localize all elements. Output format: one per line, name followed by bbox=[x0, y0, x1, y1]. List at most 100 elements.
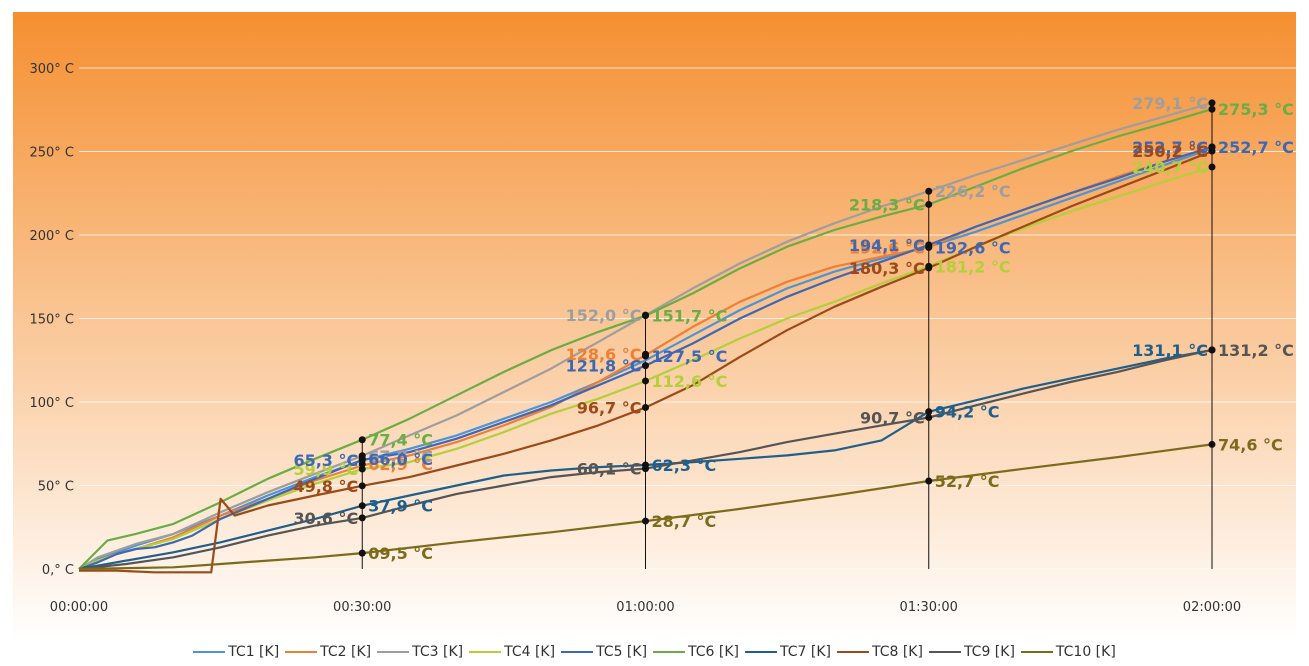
marker-point bbox=[925, 408, 933, 416]
legend-label: TC8 [K] bbox=[871, 644, 923, 660]
legend-item: TC8 [K] bbox=[836, 644, 923, 660]
x-tick-label: 01:30:00 bbox=[900, 600, 958, 615]
data-label: 77,4 °C bbox=[368, 431, 433, 450]
data-label: 127,5 °C bbox=[652, 347, 728, 366]
data-label: 151,7 °C bbox=[652, 307, 728, 326]
marker-point bbox=[1208, 163, 1216, 171]
data-label: 37,9 °C bbox=[368, 497, 433, 516]
marker-point bbox=[642, 312, 649, 320]
series-line bbox=[79, 150, 1213, 574]
data-label: 121,8 °C bbox=[566, 357, 642, 376]
legend-label: TC2 [K] bbox=[320, 644, 372, 660]
marker-point bbox=[1208, 99, 1216, 107]
marker-point bbox=[642, 377, 649, 385]
legend-swatch bbox=[1020, 651, 1053, 653]
data-label: 152,0 °C bbox=[566, 306, 642, 325]
data-label: 279,1 °C bbox=[1132, 94, 1208, 113]
y-tick-label: 0,° C bbox=[42, 563, 74, 578]
marker-point bbox=[925, 264, 933, 272]
data-label: 60,1 °C bbox=[577, 460, 642, 479]
marker-point bbox=[358, 514, 366, 522]
legend-item: TC10 [K] bbox=[1020, 644, 1116, 660]
y-tick-label: 150° C bbox=[29, 313, 74, 328]
legend-swatch bbox=[836, 651, 869, 653]
legend-swatch bbox=[469, 651, 502, 653]
series-line bbox=[78, 145, 1213, 571]
marker-point bbox=[358, 455, 366, 463]
marker-point bbox=[925, 477, 933, 485]
marker-point bbox=[1208, 105, 1216, 113]
legend-item: TC2 [K] bbox=[285, 644, 371, 660]
axis-labels: 0,° C 50° C 100° C 150° C 200° C 250° C 300° C… bbox=[29, 62, 1241, 615]
data-label: 62,9 °C bbox=[368, 455, 433, 474]
data-label: 94,2 °C bbox=[935, 403, 1000, 422]
legend-item: TC5 [K] bbox=[561, 644, 647, 660]
legend-label: TC7 [K] bbox=[780, 644, 831, 660]
marker-point bbox=[925, 243, 933, 251]
data-label: 252,7 °C bbox=[1218, 138, 1294, 157]
marker-point bbox=[358, 549, 366, 557]
data-label: 90,7 °C bbox=[860, 409, 925, 428]
legend-label: TC4 [K] bbox=[504, 644, 556, 660]
marker-points bbox=[358, 99, 1216, 557]
legend-label: TC5 [K] bbox=[596, 644, 648, 660]
legend-item: TC6 [K] bbox=[653, 644, 739, 660]
data-label: 74,6 °C bbox=[1218, 435, 1283, 454]
data-label: 09,5 °C bbox=[368, 544, 433, 563]
legend-label: TC10 [K] bbox=[1055, 644, 1116, 660]
marker-point bbox=[358, 502, 366, 510]
marker-point bbox=[925, 187, 933, 195]
y-tick-label: 100° C bbox=[29, 396, 74, 411]
series-line bbox=[78, 443, 1213, 571]
legend-swatch bbox=[745, 651, 777, 653]
data-label: 62,3 °C bbox=[652, 456, 717, 475]
series-line bbox=[78, 108, 1213, 570]
y-tick-label: 300° C bbox=[29, 62, 74, 77]
y-tick-label: 250° C bbox=[29, 146, 74, 161]
data-label: 67,8 °C bbox=[368, 447, 433, 466]
data-label: 112,6 °C bbox=[652, 372, 728, 391]
data-label: 252,7 °C bbox=[1132, 138, 1208, 157]
data-label: 131,2 °C bbox=[1218, 341, 1294, 360]
data-label: 30,6 °C bbox=[293, 509, 358, 528]
data-label: 275,3 °C bbox=[1218, 100, 1294, 119]
y-tick-label: 200° C bbox=[29, 229, 74, 244]
marker-point bbox=[358, 482, 366, 490]
marker-point bbox=[642, 352, 649, 360]
legend: TC1 [K] TC2 [K] TC3 [K] TC4 [K] TC5 [K] TC6 [… bbox=[0, 644, 1309, 660]
data-label: 131,1 °C bbox=[1132, 341, 1208, 360]
legend-item: TC4 [K] bbox=[469, 644, 555, 660]
marker-point bbox=[925, 200, 933, 208]
data-label: 181,2 °C bbox=[935, 257, 1011, 276]
grid-lines bbox=[79, 67, 1296, 570]
marker-point bbox=[642, 517, 649, 525]
marker-point bbox=[642, 362, 649, 370]
x-tick-label: 01:00:00 bbox=[616, 600, 674, 615]
data-label: 194,1 °C bbox=[849, 236, 925, 255]
x-tick-label: 00:00:00 bbox=[50, 600, 108, 615]
data-label: 250,2 °C bbox=[1132, 142, 1208, 161]
data-label: 252,5 °C bbox=[1132, 138, 1208, 157]
data-label: 65,3 °C bbox=[293, 451, 358, 470]
data-labels: 62,9 °C 128,6 °C 192,6 °C 252,5 °C 67,8 °C 15… bbox=[293, 94, 1293, 563]
legend-label: TC9 [K] bbox=[963, 644, 1015, 660]
legend-label: TC6 [K] bbox=[688, 644, 739, 660]
marker-point bbox=[358, 465, 366, 473]
marker-point bbox=[358, 436, 366, 444]
legend-swatch bbox=[285, 651, 318, 653]
data-label: 28,7 °C bbox=[652, 512, 717, 531]
legend-label: TC3 [K] bbox=[412, 644, 464, 660]
data-label: 128,6 °C bbox=[566, 345, 642, 364]
data-label: 59,9 °C bbox=[293, 460, 358, 479]
legend-item: TC3 [K] bbox=[377, 644, 463, 660]
legend-swatch bbox=[561, 651, 594, 653]
y-tick-label: 50° C bbox=[38, 480, 74, 495]
data-label: 218,3 °C bbox=[849, 195, 925, 214]
x-tick-label: 00:30:00 bbox=[333, 600, 391, 615]
legend-swatch bbox=[377, 651, 410, 653]
series-line bbox=[78, 101, 1213, 570]
legend-swatch bbox=[928, 651, 961, 653]
chart-svg: 0,° C 50° C 100° C 150° C 200° C 250° C 300° C… bbox=[13, 12, 1296, 640]
data-label: 192,6 °C bbox=[849, 238, 925, 257]
